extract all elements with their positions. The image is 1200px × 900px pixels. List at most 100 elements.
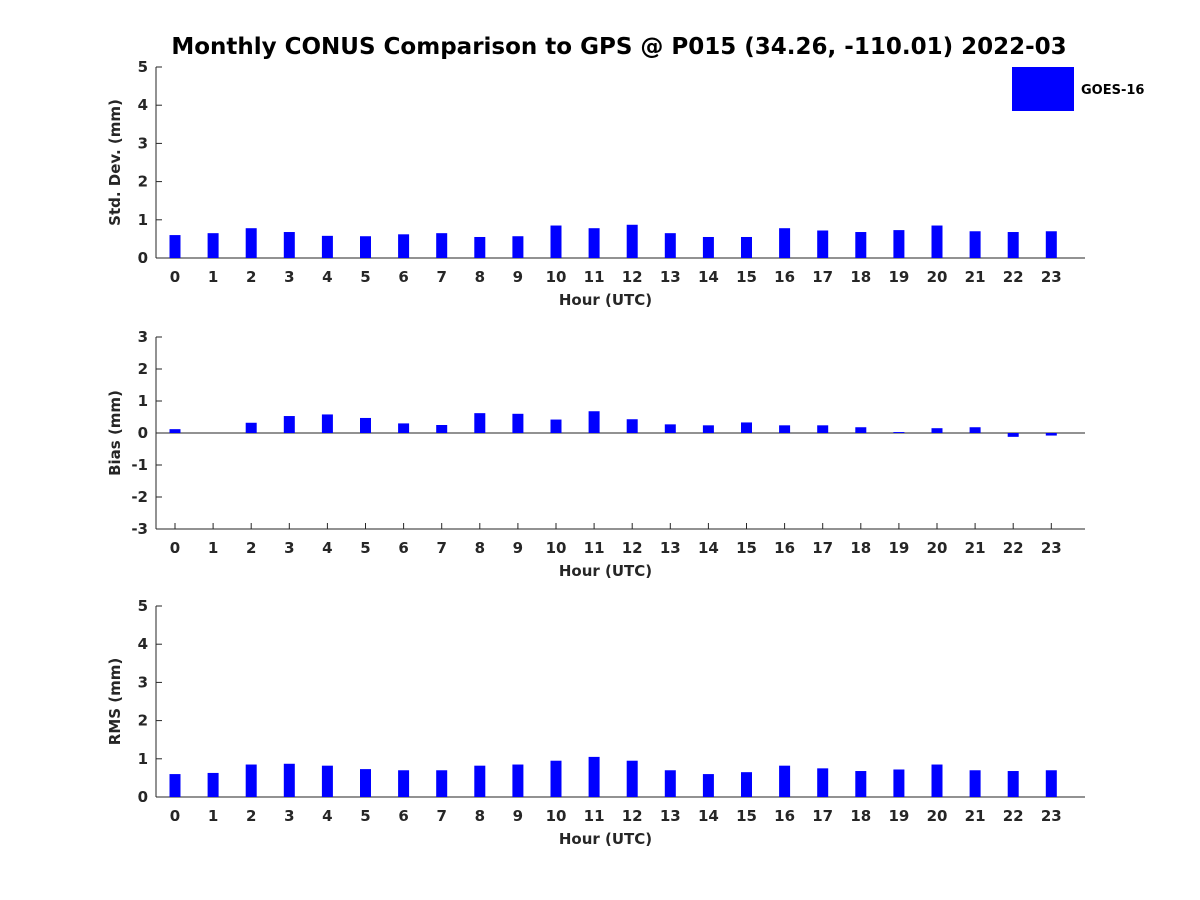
bar-hour-15 [741, 772, 752, 797]
y-tick-label: -3 [131, 520, 148, 538]
x-tick-label: 9 [513, 539, 523, 557]
y-tick-label: 2 [138, 360, 148, 378]
y-tick-label: 5 [138, 58, 148, 76]
bar-hour-14 [702, 236, 714, 258]
x-tick-label: 11 [584, 539, 605, 557]
x-tick-label: 5 [360, 539, 370, 557]
x-tick-label: 15 [736, 807, 757, 825]
bar-hour-13 [664, 424, 676, 433]
bar-hour-0 [169, 429, 181, 433]
bar-hour-15 [741, 422, 752, 433]
x-tick-label: 13 [660, 268, 681, 286]
x-tick-label: 4 [322, 807, 332, 825]
x-tick-label: 15 [736, 539, 757, 557]
x-tick-label: 1 [208, 807, 218, 825]
bar-hour-21 [969, 427, 981, 433]
bar-hour-8 [474, 236, 486, 258]
x-tick-label: 13 [660, 807, 681, 825]
x-tick-label: 23 [1041, 807, 1062, 825]
legend-swatch [1012, 67, 1074, 111]
bar-hour-2 [245, 764, 257, 797]
bar-hour-6 [398, 234, 410, 258]
x-tick-label: 11 [584, 268, 605, 286]
x-tick-label: 20 [927, 539, 948, 557]
y-tick-label: 0 [138, 249, 148, 267]
y-tick-label: 1 [138, 211, 148, 229]
y-tick-label: 0 [138, 424, 148, 442]
bar-hour-7 [436, 233, 448, 258]
bar-hour-22 [1007, 771, 1019, 797]
x-tick-label: 12 [622, 807, 643, 825]
y-tick-label: 3 [138, 328, 148, 346]
legend-label: GOES-16 [1081, 83, 1144, 98]
x-tick-label: 22 [1003, 539, 1024, 557]
x-tick-label: 14 [698, 268, 719, 286]
x-tick-label: 15 [736, 268, 757, 286]
bar-hour-12 [626, 224, 638, 258]
bar-hour-2 [245, 422, 257, 433]
bar-hour-13 [664, 233, 676, 258]
x-tick-label: 8 [475, 539, 485, 557]
x-tick-label: 6 [398, 268, 408, 286]
bar-hour-19 [893, 432, 905, 433]
x-tick-label: 18 [850, 268, 871, 286]
x-tick-label: 20 [927, 807, 948, 825]
bar-hour-10 [550, 760, 562, 797]
bar-hour-23 [1045, 770, 1057, 797]
bar-hour-1 [207, 233, 219, 258]
x-tick-label: 17 [812, 807, 833, 825]
x-tick-label: 6 [398, 807, 408, 825]
bar-hour-20 [931, 764, 943, 797]
bar-hour-7 [436, 425, 448, 433]
x-tick-label: 7 [436, 268, 446, 286]
bar-hour-20 [931, 428, 943, 433]
bar-hour-10 [550, 225, 562, 258]
x-tick-label: 21 [965, 268, 986, 286]
y-tick-label: 4 [138, 96, 148, 114]
x-tick-label: 3 [284, 268, 294, 286]
x-tick-label: 16 [774, 539, 795, 557]
x-tick-label: 14 [698, 807, 719, 825]
x-tick-label: 7 [436, 539, 446, 557]
x-tick-label: 17 [812, 539, 833, 557]
x-tick-label: 1 [208, 268, 218, 286]
bar-hour-19 [893, 230, 905, 258]
bar-hour-9 [512, 413, 524, 433]
x-tick-label: 6 [398, 539, 408, 557]
bar-hour-7 [436, 770, 448, 797]
chart-title: Monthly CONUS Comparison to GPS @ P015 (… [171, 34, 1066, 60]
x-tick-label: 18 [850, 807, 871, 825]
bar-hour-6 [398, 423, 410, 433]
x-tick-label: 4 [322, 539, 332, 557]
y-tick-label: 5 [138, 597, 148, 615]
x-tick-label: 17 [812, 268, 833, 286]
x-tick-label: 22 [1003, 807, 1024, 825]
bar-hour-11 [588, 228, 600, 258]
bar-hour-5 [360, 417, 371, 433]
bar-hour-16 [779, 228, 791, 258]
x-axis-label: Hour (UTC) [559, 562, 652, 580]
y-tick-label: 0 [138, 788, 148, 806]
bar-hour-18 [855, 427, 867, 433]
x-tick-label: 5 [360, 807, 370, 825]
y-axis-label: Bias (mm) [106, 390, 124, 476]
x-tick-label: 19 [888, 539, 909, 557]
x-tick-label: 2 [246, 807, 256, 825]
bar-hour-17 [817, 425, 829, 433]
bar-hour-3 [283, 232, 295, 258]
x-tick-label: 13 [660, 539, 681, 557]
bar-hour-0 [169, 774, 181, 797]
x-tick-label: 3 [284, 539, 294, 557]
bar-hour-10 [550, 419, 562, 433]
bar-hour-13 [664, 770, 676, 797]
y-tick-label: -2 [131, 488, 148, 506]
x-tick-label: 2 [246, 539, 256, 557]
bar-hour-6 [398, 770, 410, 797]
x-tick-label: 0 [170, 539, 180, 557]
bar-hour-16 [779, 765, 791, 797]
bar-hour-11 [588, 411, 600, 433]
bar-hour-16 [779, 425, 791, 433]
